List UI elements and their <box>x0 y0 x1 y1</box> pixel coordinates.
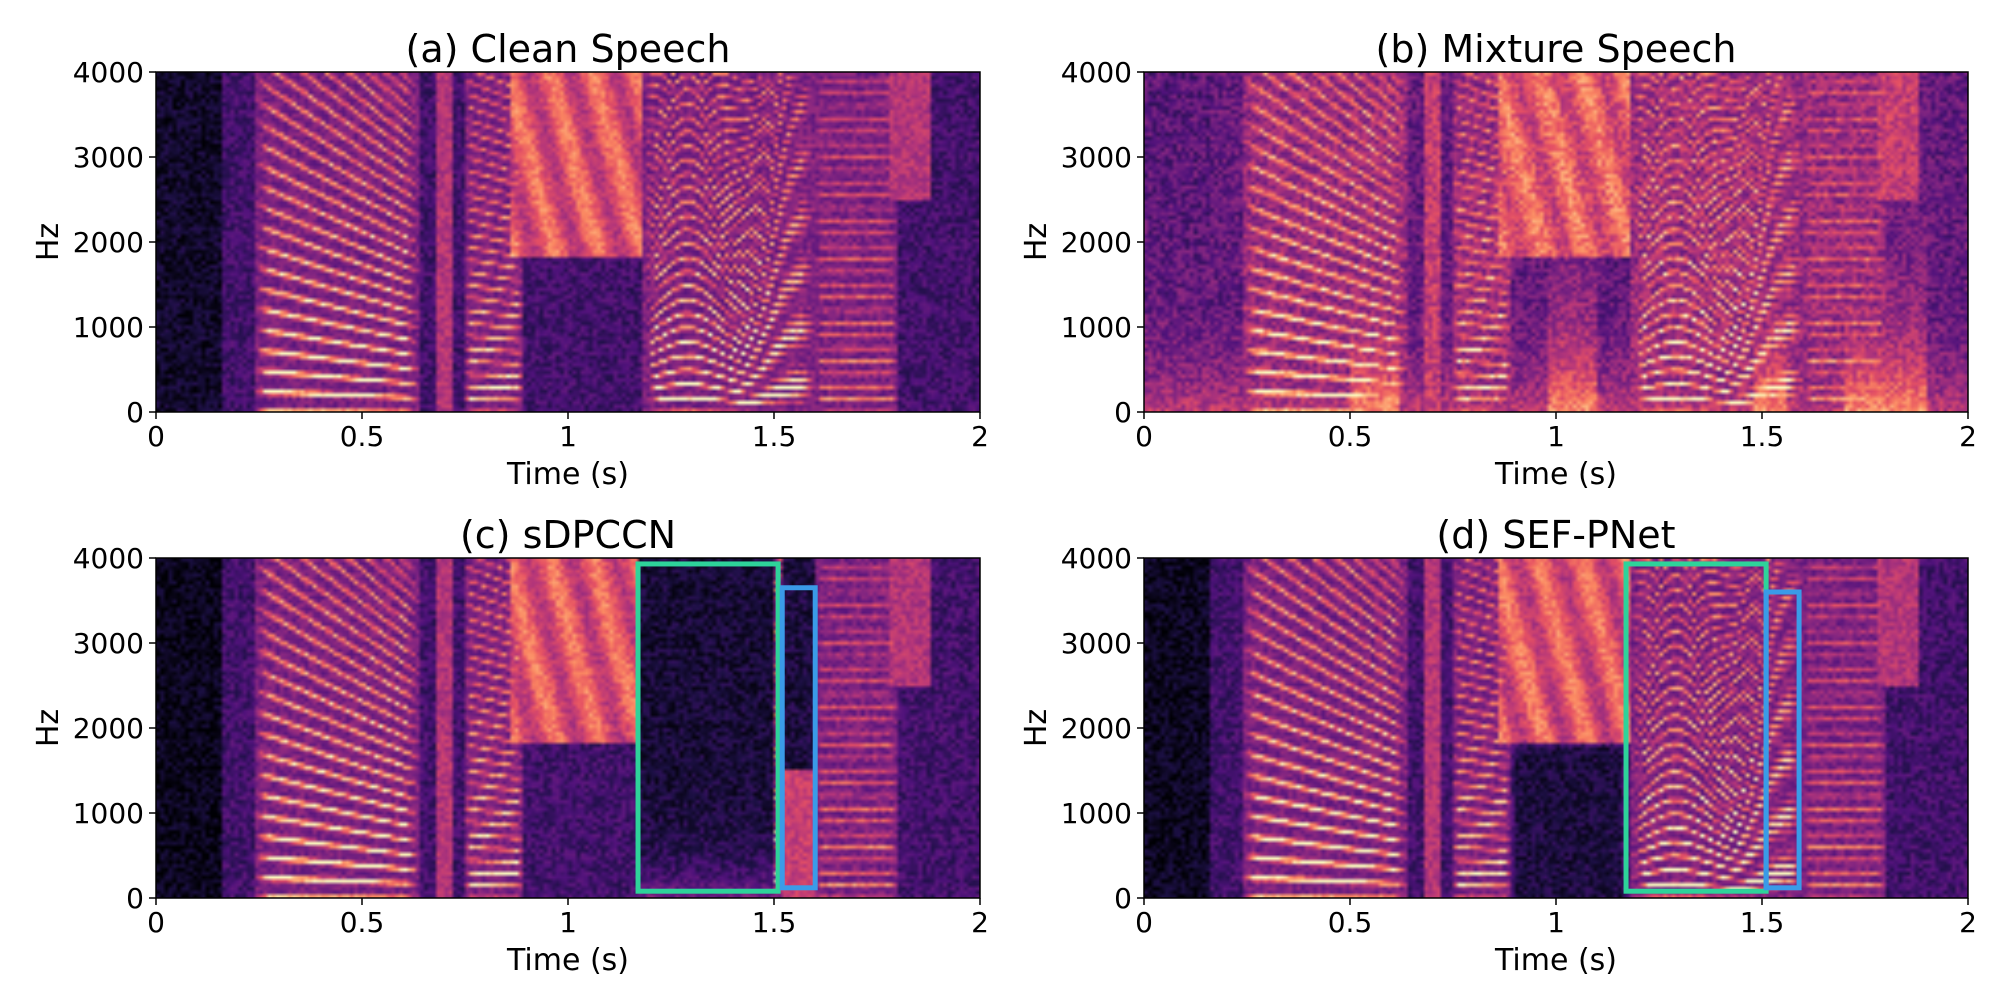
y-tick-label: 1000 <box>73 311 144 344</box>
x-tick-label: 2 <box>971 420 989 453</box>
y-tick-label: 2000 <box>1061 712 1132 745</box>
highlight-box-1 <box>635 561 781 894</box>
y-tick-label: 3000 <box>73 141 144 174</box>
x-tick-label: 1.5 <box>1740 420 1785 453</box>
x-tick-label: 0 <box>147 906 165 939</box>
x-tick-label: 0.5 <box>340 420 385 453</box>
y-tick-label: 0 <box>1114 396 1132 429</box>
panel-4: 0 0.5 1 1.5 2 0 1000 2000 3000 4000 (d) SEF-PNet Ti… <box>1019 513 1977 978</box>
x-tick-label: 1.5 <box>752 906 797 939</box>
spectrogram-image <box>1144 72 1968 412</box>
highlight-box-2 <box>1763 589 1802 891</box>
y-tick-label: 2000 <box>1061 226 1132 259</box>
y-tick-label: 0 <box>1114 882 1132 915</box>
y-tick-label: 2000 <box>73 226 144 259</box>
x-tick-label: 0 <box>147 420 165 453</box>
chart-title: (c) sDPCCN <box>460 513 676 557</box>
x-tick-label: 0.5 <box>1328 420 1373 453</box>
x-axis-label: Time (s) <box>506 457 629 492</box>
x-axis-label: Time (s) <box>1494 457 1617 492</box>
x-tick-label: 1 <box>559 906 577 939</box>
y-axis-label: Hz <box>31 223 66 261</box>
spectrogram-image <box>1144 558 1968 898</box>
y-tick-label: 3000 <box>1061 141 1132 174</box>
x-tick-label: 1 <box>1547 906 1565 939</box>
y-tick-label: 0 <box>126 396 144 429</box>
x-tick-label: 1 <box>559 420 577 453</box>
x-axis-label: Time (s) <box>1494 943 1617 978</box>
chart-title: (d) SEF-PNet <box>1436 513 1675 557</box>
panel-2: 0 0.5 1 1.5 2 0 1000 2000 3000 4000 (b) Mixture Sp… <box>1019 27 1977 492</box>
y-tick-label: 4000 <box>73 56 144 89</box>
y-tick-label: 4000 <box>1061 542 1132 575</box>
y-axis-label: Hz <box>1019 223 1054 261</box>
y-tick-label: 4000 <box>73 542 144 575</box>
chart-title: (a) Clean Speech <box>406 27 731 71</box>
x-tick-label: 0 <box>1135 906 1153 939</box>
x-tick-label: 2 <box>971 906 989 939</box>
y-tick-label: 1000 <box>1061 311 1132 344</box>
x-tick-label: 1.5 <box>752 420 797 453</box>
y-tick-label: 3000 <box>73 627 144 660</box>
x-axis-label: Time (s) <box>506 943 629 978</box>
spectrogram-image <box>156 72 980 412</box>
panel-3: 0 0.5 1 1.5 2 0 1000 2000 3000 4000 (c) sDPCCN Time… <box>31 513 989 978</box>
y-tick-label: 3000 <box>1061 627 1132 660</box>
y-tick-label: 1000 <box>1061 797 1132 830</box>
y-tick-label: 2000 <box>73 712 144 745</box>
x-tick-label: 0 <box>1135 420 1153 453</box>
spectrogram-image <box>156 558 980 898</box>
y-tick-label: 1000 <box>73 797 144 830</box>
panel-1: 0 0.5 1 1.5 2 0 1000 2000 3000 4000 (a) Clean Spee… <box>31 27 989 492</box>
x-tick-label: 1.5 <box>1740 906 1785 939</box>
y-axis-label: Hz <box>31 709 66 747</box>
x-tick-label: 0.5 <box>1328 906 1373 939</box>
x-tick-label: 1 <box>1547 420 1565 453</box>
x-tick-label: 0.5 <box>340 906 385 939</box>
x-tick-label: 2 <box>1959 420 1977 453</box>
y-axis-label: Hz <box>1019 709 1054 747</box>
highlight-box-2 <box>779 585 818 891</box>
y-tick-label: 0 <box>126 882 144 915</box>
chart-title: (b) Mixture Speech <box>1376 27 1737 71</box>
x-tick-label: 2 <box>1959 906 1977 939</box>
y-tick-label: 4000 <box>1061 56 1132 89</box>
